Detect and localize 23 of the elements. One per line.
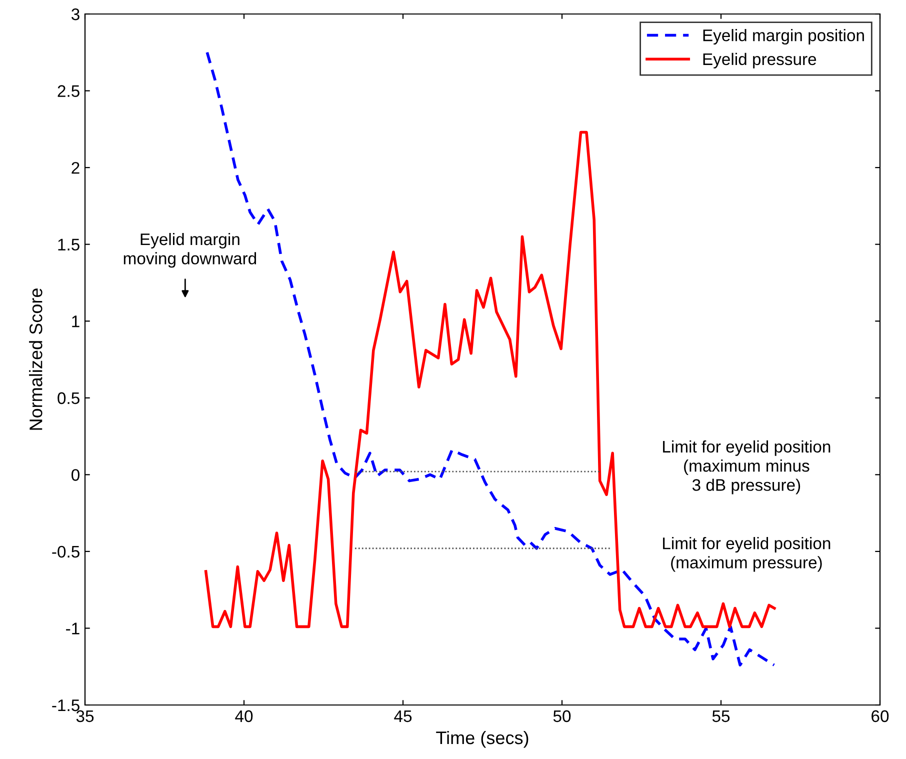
y-tick-label: 2.5: [58, 85, 80, 97]
y-tick-label: -1.5: [52, 700, 80, 712]
x-axis-title: Time (secs): [436, 730, 528, 748]
x-tick-label: 60: [872, 710, 889, 722]
y-tick-label: 3: [72, 8, 80, 20]
x-tick-label: 50: [553, 710, 571, 722]
x-tick-label: 40: [235, 710, 253, 722]
x-tick-label: 35: [76, 710, 94, 722]
legend-label: Eyelid pressure: [703, 52, 816, 68]
y-tick-label: 1.5: [58, 238, 80, 251]
legend-label: Eyelid margin position: [703, 29, 864, 45]
y-axis-title: Normalized Score: [29, 288, 42, 430]
annotation: Eyelid margin moving downward: [124, 232, 256, 268]
y-tick-label: -0.5: [52, 546, 80, 558]
annotation: Limit for eyelid position (maximum pressure): [663, 537, 830, 572]
y-tick-label: 1: [72, 316, 80, 328]
x-tick-label: 45: [394, 710, 412, 722]
y-tick-label: 0.5: [58, 392, 80, 404]
y-tick-label: -1: [66, 622, 80, 634]
x-tick-label: 55: [712, 710, 730, 722]
y-tick-label: 0: [72, 469, 80, 481]
y-tick-label: 2: [72, 162, 80, 174]
annotation: Limit for eyelid position (maximum minus 3 dB pressure): [663, 440, 830, 494]
